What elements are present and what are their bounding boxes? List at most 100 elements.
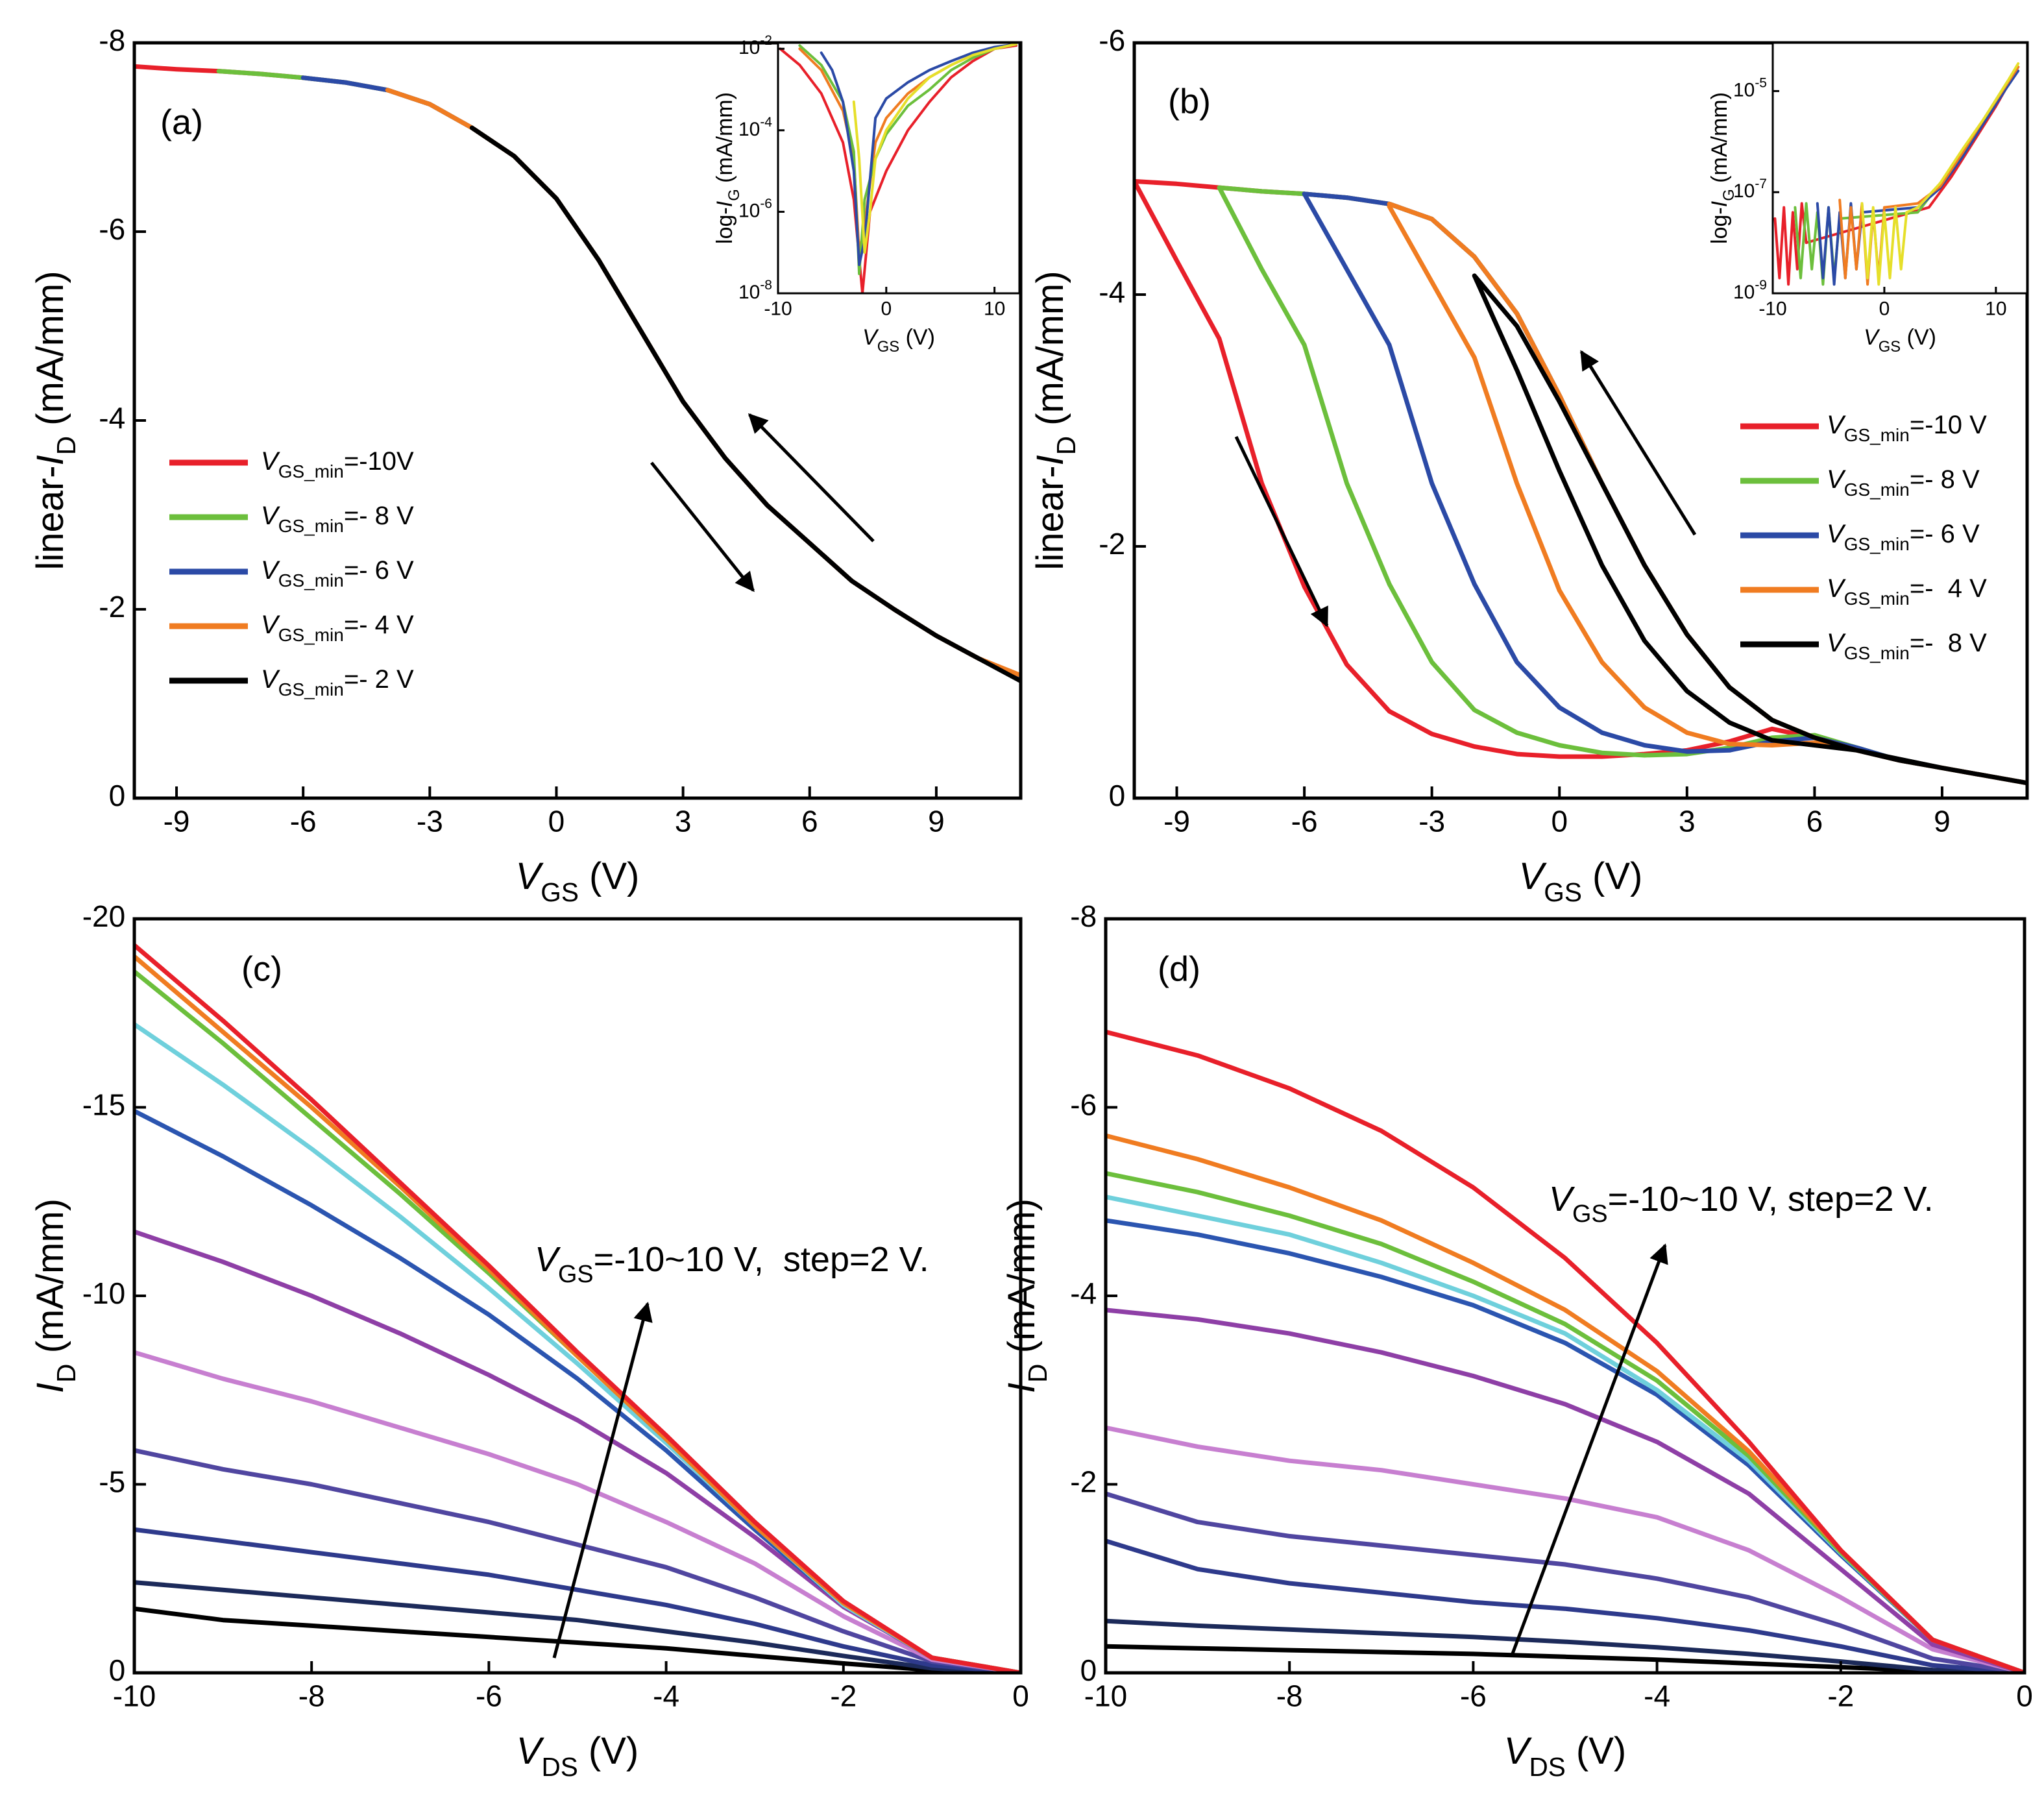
- y-tick-label: -2: [1070, 1465, 1097, 1499]
- x-tick-label: -4: [653, 1679, 679, 1712]
- legend-label: VGS_min=- 8 V: [1827, 629, 1987, 663]
- text-part: I: [1001, 1383, 1043, 1393]
- text-part: (mA/mm): [1029, 271, 1071, 436]
- text-part: =- 8 V: [1910, 629, 1987, 657]
- plot-frame: [1132, 41, 2029, 800]
- inset-background: [778, 43, 1019, 293]
- data-line: [779, 44, 1017, 293]
- text-part: (mA/mm): [1001, 1198, 1043, 1364]
- y-tick-label: -2: [1099, 527, 1125, 561]
- text-part: (V): [1582, 855, 1642, 897]
- y-axis-label: log-IG (mA/mm): [1707, 92, 1738, 244]
- x-tick-label: 10: [984, 298, 1005, 319]
- text-part: linear-: [29, 465, 71, 570]
- text-part: V: [1519, 855, 1548, 897]
- text-part: V: [261, 447, 280, 476]
- x-tick-label: 0: [1012, 1679, 1029, 1712]
- series-group: [1106, 1029, 2025, 1673]
- text-part: G: [1720, 189, 1738, 201]
- data-line: [1106, 1644, 2025, 1673]
- panel-label: (d): [1158, 949, 1200, 988]
- text-part: (V): [578, 1730, 639, 1772]
- text-part: =- 2 V: [344, 665, 414, 694]
- text-part: 10: [738, 200, 760, 221]
- text-part: (mA/mm): [29, 271, 71, 436]
- arrow: [650, 461, 755, 592]
- y-tick-label: -4: [1099, 275, 1125, 309]
- legend-label: VGS_min=- 4 V: [1827, 574, 1987, 609]
- y-tick-label: -6: [99, 212, 125, 246]
- text-part: 10: [1733, 282, 1755, 303]
- data-line: [134, 1527, 1021, 1673]
- x-tick-label: -2: [830, 1679, 857, 1712]
- x-tick-label: -2: [1827, 1679, 1854, 1712]
- x-tick-label: 0: [2016, 1679, 2033, 1712]
- text-part: 10: [738, 119, 760, 140]
- text-part: GS_min: [278, 516, 344, 536]
- text-part: -8: [760, 278, 772, 293]
- text-part: DS: [1529, 1752, 1565, 1782]
- x-axis-label: VDS (V): [1504, 1730, 1627, 1781]
- data-line: [1106, 1491, 2025, 1673]
- text-part: =-10 V: [1910, 411, 1987, 439]
- text-part: GS_min: [278, 570, 344, 590]
- x-tick-label: 3: [675, 804, 692, 838]
- text-part: V: [261, 556, 280, 585]
- text-part: D: [1023, 1364, 1052, 1383]
- data-line: [1860, 62, 2020, 286]
- y-tick-label: -15: [82, 1088, 125, 1122]
- x-tick-label: -4: [1644, 1679, 1670, 1712]
- text-part: V: [535, 1240, 561, 1279]
- series-group: [1134, 178, 2027, 786]
- text-part: =- 4 V: [1910, 574, 1987, 603]
- text-part: I: [1029, 455, 1071, 465]
- x-tick-label: 9: [1934, 804, 1951, 838]
- y-tick-label: -6: [1099, 23, 1125, 57]
- x-tick-label: 0: [1551, 804, 1568, 838]
- text-part: GS_min: [1844, 589, 1910, 609]
- y-tick-label: -5: [99, 1465, 125, 1499]
- y-tick-label: 0: [109, 1653, 126, 1687]
- y-tick-label: -8: [1070, 899, 1097, 933]
- x-tick-label: 0: [881, 298, 892, 319]
- text-part: =-10~10 V, step=2 V.: [594, 1240, 929, 1279]
- text-part: (mA/mm): [712, 92, 737, 189]
- data-line: [1106, 1029, 2025, 1673]
- legend-label: VGS_min=- 6 V: [261, 556, 414, 590]
- y-tick-label: 10-8: [738, 278, 772, 303]
- x-tick-label: -6: [290, 804, 317, 838]
- text-part: GS: [1572, 1200, 1608, 1228]
- x-tick-label: -6: [1291, 804, 1318, 838]
- text-part: V: [862, 325, 879, 350]
- text-part: GS_min: [278, 625, 344, 645]
- text-part: GS: [1544, 877, 1582, 907]
- y-tick-label: 0: [1080, 1653, 1097, 1687]
- text-part: GS: [1879, 338, 1901, 356]
- text-part: (V): [1901, 325, 1936, 350]
- arrow: [1510, 1243, 1668, 1656]
- text-part: V: [1504, 1730, 1533, 1772]
- text-part: =- 6 V: [344, 556, 414, 585]
- data-line: [1106, 1539, 2025, 1673]
- x-tick-label: -10: [1758, 298, 1786, 319]
- legend-label: VGS_min=- 8 V: [261, 502, 414, 536]
- text-part: V: [1827, 574, 1846, 603]
- arrow: [748, 413, 875, 542]
- legend-label: VGS_min=- 8 V: [1827, 465, 1980, 500]
- annotation: VGS=-10~10 V, step=2 V.: [535, 1240, 929, 1288]
- text-part: GS: [558, 1261, 594, 1288]
- y-tick-label: -4: [1070, 1276, 1097, 1310]
- legend-label: VGS_min=-10V: [261, 447, 414, 481]
- x-tick-label: 9: [928, 804, 945, 838]
- text-part: 10: [738, 37, 760, 58]
- x-tick-label: 10: [1985, 298, 2006, 319]
- x-tick-label: 3: [1679, 804, 1696, 838]
- x-tick-label: 6: [1807, 804, 1823, 838]
- y-tick-label: -6: [1070, 1088, 1097, 1122]
- text-part: V: [261, 611, 280, 639]
